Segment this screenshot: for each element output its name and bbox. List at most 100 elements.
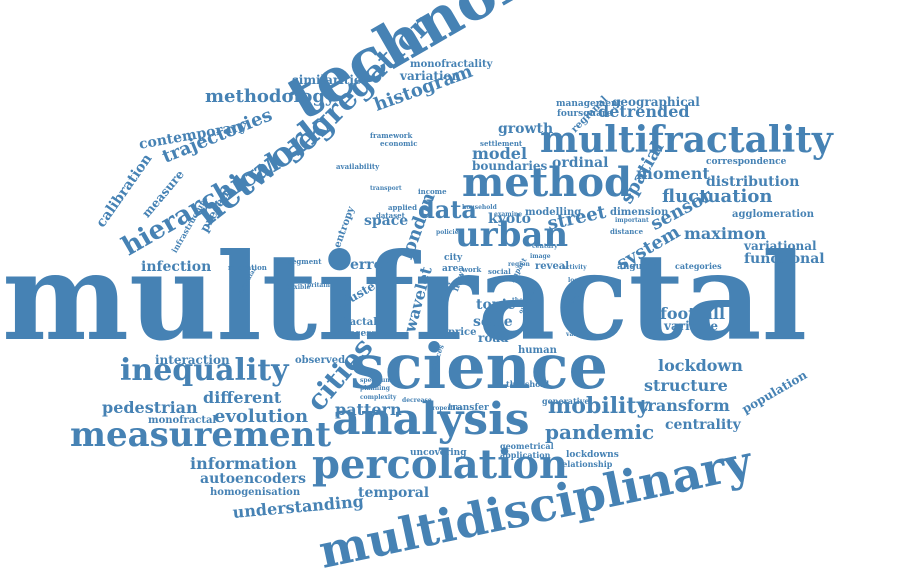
word-multifractal: multifractal bbox=[2, 227, 808, 368]
word-availability: availability bbox=[336, 162, 380, 171]
word-human: human bbox=[518, 345, 557, 356]
word-multifractality: multifractality bbox=[540, 119, 833, 161]
word-management: management bbox=[556, 99, 622, 109]
word-interaction: interaction bbox=[155, 353, 230, 367]
word-agglomeration: agglomeration bbox=[732, 209, 814, 220]
word-flexible: flexible bbox=[286, 284, 311, 291]
word-angular: angular bbox=[617, 262, 657, 272]
word-social: social bbox=[488, 267, 511, 276]
word-correspondence: correspondence bbox=[706, 157, 787, 167]
word-variational: variational bbox=[744, 239, 817, 253]
word-detrended: detrended bbox=[598, 102, 690, 121]
word-methodology: methodology bbox=[205, 86, 336, 107]
word-applied: applied bbox=[388, 203, 417, 212]
word-lockdown: lockdown bbox=[658, 356, 743, 375]
word-properties: properties bbox=[428, 405, 463, 412]
word-planning: planning bbox=[360, 385, 390, 392]
word-dataset: dataset bbox=[376, 211, 405, 220]
word-percolation: percolation bbox=[312, 441, 569, 488]
word-moment: moment bbox=[636, 164, 710, 183]
word-activity: activity bbox=[562, 264, 587, 271]
word-various: various bbox=[566, 331, 591, 338]
word-distribution: distribution bbox=[706, 174, 800, 190]
word-household: household bbox=[462, 204, 497, 211]
word-infection: infection bbox=[141, 259, 212, 275]
word-segment: segment bbox=[288, 257, 322, 266]
word-settlement: settlement bbox=[480, 139, 523, 148]
word-spectrum: spectrum bbox=[360, 377, 392, 384]
word-monofractality: monofractality bbox=[410, 59, 493, 70]
word-framework: framework bbox=[370, 131, 413, 140]
word-relationship: relationship bbox=[558, 459, 613, 469]
word-migration: migration bbox=[228, 263, 267, 272]
word-science: science bbox=[350, 330, 608, 403]
word-monofractal: monofractal bbox=[148, 415, 217, 426]
word-categories: categories bbox=[675, 261, 722, 271]
word-city: city bbox=[444, 253, 463, 263]
word-transfer: transfer bbox=[448, 403, 489, 413]
word-pattern: pattern bbox=[335, 400, 402, 419]
word-britain: britain bbox=[307, 282, 330, 289]
word-inequality: inequality bbox=[120, 353, 289, 388]
word-measurement: measurement bbox=[70, 415, 332, 455]
word-complexity: complexity bbox=[360, 394, 397, 401]
word-threshold: threshold bbox=[506, 379, 550, 389]
word-homogenisation: homogenisation bbox=[210, 487, 301, 498]
word-dimension: dimension bbox=[610, 207, 669, 218]
word-centrality: centrality bbox=[665, 417, 741, 433]
word-analysis: analysis bbox=[332, 394, 530, 445]
word-location: location bbox=[568, 277, 596, 284]
word-data: data bbox=[418, 195, 477, 224]
word-region: region bbox=[508, 261, 530, 268]
word-observed: observed bbox=[295, 355, 346, 366]
word-kyoto: kyoto bbox=[488, 211, 531, 227]
word-variable: variable bbox=[664, 319, 718, 333]
word-maximon: maximon bbox=[684, 224, 767, 243]
word-variation: variation bbox=[400, 69, 461, 83]
word-economic: economic bbox=[380, 139, 418, 148]
word-distance: distance bbox=[610, 227, 644, 236]
word-income: income bbox=[418, 187, 447, 196]
word-model: model bbox=[472, 144, 528, 163]
word-information: information bbox=[190, 454, 297, 473]
word-method: method bbox=[462, 159, 632, 206]
word-policies: policies bbox=[436, 229, 462, 236]
word-footfall: footfall bbox=[660, 304, 726, 323]
word-evolution: evolution bbox=[214, 406, 309, 427]
word-theory: theory bbox=[512, 297, 534, 304]
word-growth: growth bbox=[498, 121, 554, 137]
word-examine: examine bbox=[494, 211, 523, 218]
word-error: error bbox=[350, 257, 391, 273]
word-fractal: fractal bbox=[340, 317, 378, 328]
word-price: price bbox=[448, 327, 477, 338]
word-lockdowns: lockdowns bbox=[566, 450, 619, 460]
word-generative: generative bbox=[542, 396, 590, 406]
word-image: image bbox=[530, 253, 551, 260]
word-decrease: decrease bbox=[402, 397, 432, 404]
word-urban: urban bbox=[455, 215, 569, 255]
word-important: important bbox=[615, 217, 649, 224]
word-foursquare: foursquare bbox=[557, 109, 613, 119]
word-fluctuation: fluctuation bbox=[662, 186, 773, 207]
word-century: century bbox=[532, 243, 558, 250]
word-pedestrian: pedestrian bbox=[102, 398, 198, 417]
word-uncovering: uncovering bbox=[410, 448, 467, 458]
word-boundaries: boundaries bbox=[472, 159, 548, 173]
word-transport: transport bbox=[370, 185, 402, 192]
word-reveal: reveal bbox=[535, 261, 570, 272]
word-modelling: modelling bbox=[525, 207, 582, 218]
word-space: space bbox=[364, 213, 409, 229]
word-mobility: mobility bbox=[548, 393, 650, 419]
word-similarities: similarities bbox=[292, 73, 369, 87]
word-road: road bbox=[478, 331, 509, 345]
word-scale: scale bbox=[473, 314, 513, 330]
word-application: application bbox=[500, 450, 551, 460]
word-structure: structure bbox=[644, 376, 728, 395]
word-functional: functional bbox=[744, 251, 825, 267]
word-work: work bbox=[462, 265, 482, 274]
word-area: area bbox=[442, 264, 465, 274]
word-pandemic: pandemic bbox=[545, 420, 655, 444]
word-topic: topic bbox=[476, 297, 516, 313]
word-population: population bbox=[739, 367, 810, 417]
